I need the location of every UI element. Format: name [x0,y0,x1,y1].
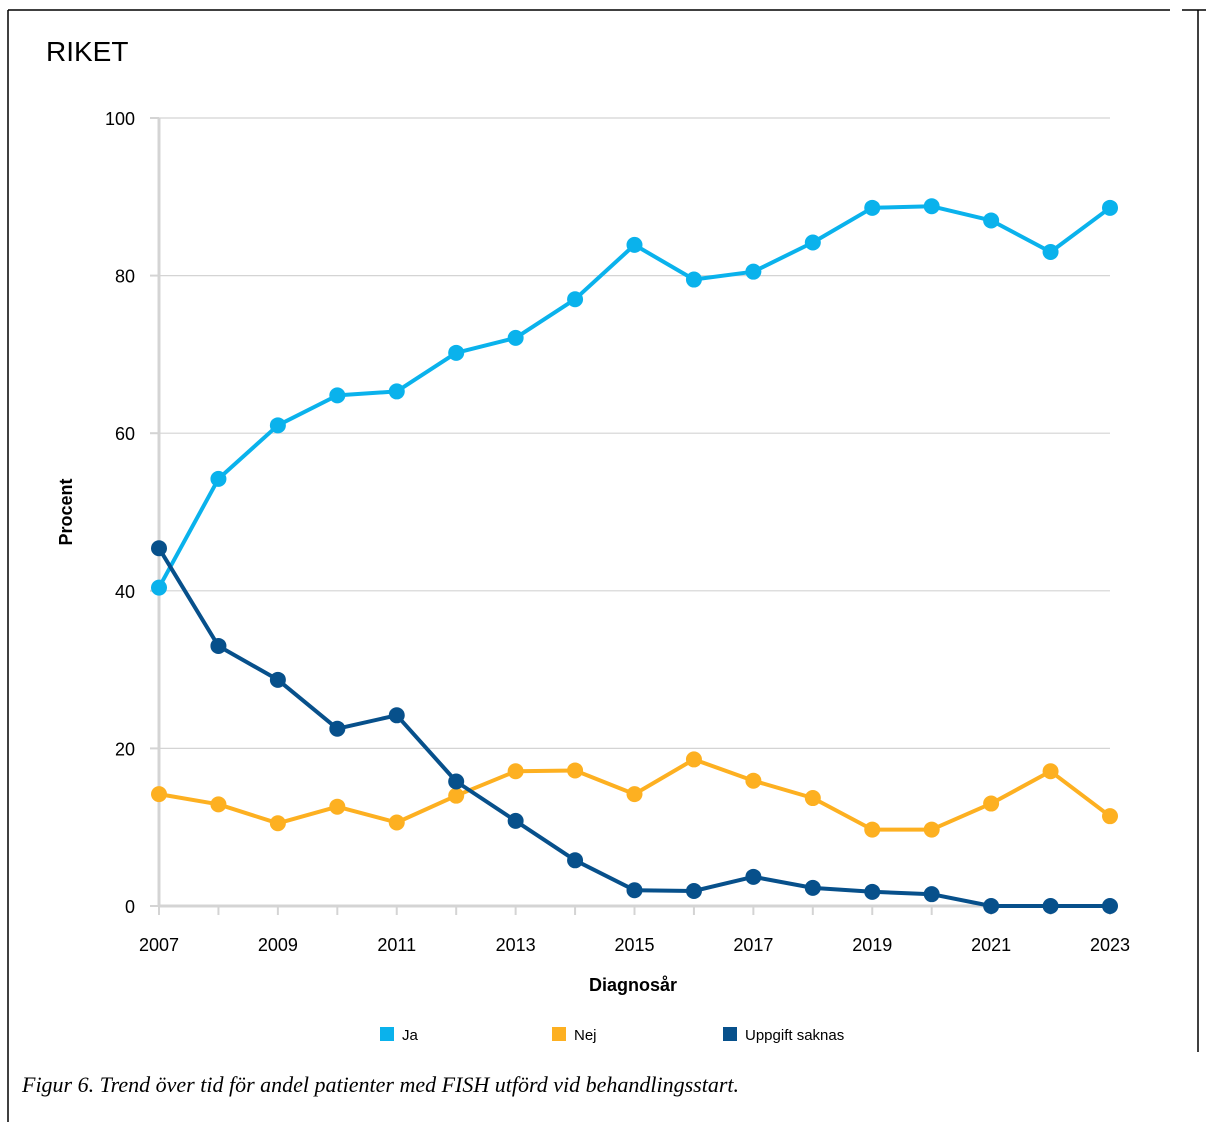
data-point-nej [685,751,702,768]
data-point-nej [329,798,346,815]
data-point-nej [151,786,167,803]
figure-caption: Figur 6. Trend över tid för andel patien… [21,1072,739,1097]
data-point-nej [745,772,762,789]
legend-swatch-uppgift-saknas [723,1027,737,1041]
x-tick-label: 2015 [614,935,654,955]
data-point-nej [507,763,524,780]
x-tick-label: 2019 [852,935,892,955]
data-point-uppgift-saknas [745,868,762,885]
data-point-ja [448,344,465,361]
x-tick-label: 2013 [496,935,536,955]
y-tick-label: 0 [125,897,135,917]
grid-lines [159,117,1110,750]
data-point-ja [151,579,167,596]
data-point-uppgift-saknas [151,540,167,557]
data-point-uppgift-saknas [388,707,405,724]
data-point-nej [210,796,227,813]
legend-label-nej: Nej [574,1027,597,1044]
legend-label-ja: Ja [402,1027,419,1044]
data-point-ja [210,470,227,487]
x-tick-label: 2009 [258,935,298,955]
legend-swatch-nej [552,1027,566,1041]
axes: 0 20 40 60 80 100 2007 2009 2011 2013 2015 2017 2019… [105,109,1130,955]
data-point-ja [269,417,286,434]
data-point-ja [804,234,821,251]
data-point-ja [388,383,405,400]
data-point-ja [329,387,346,404]
data-point-ja [567,291,584,308]
x-tick-label: 2017 [733,935,773,955]
legend-swatch-ja [380,1027,394,1041]
data-point-nej [923,821,940,838]
chart-title: RIKET [46,36,128,67]
data-point-ja [923,198,940,215]
y-tick-label: 60 [115,424,135,444]
legend-label-uppgift-saknas: Uppgift saknas [745,1027,844,1044]
data-point-uppgift-saknas [210,637,227,654]
data-point-uppgift-saknas [1102,898,1118,914]
x-tick-label: 2021 [971,935,1011,955]
data-point-nej [983,795,1000,812]
data-point-ja [983,212,1000,229]
data-point-uppgift-saknas [329,720,346,737]
data-point-uppgift-saknas [804,879,821,896]
x-axis-title: Diagnosår [589,975,677,995]
data-point-nej [448,787,465,804]
data-point-uppgift-saknas [1042,898,1059,914]
data-point-ja [626,236,643,253]
x-tick-label: 2023 [1090,935,1130,955]
data-point-nej [1042,763,1059,780]
data-point-uppgift-saknas [983,898,1000,914]
data-point-nej [626,786,643,803]
series-line-ja [157,204,1112,589]
data-point-uppgift-saknas [864,883,881,900]
data-point-ja [864,199,881,216]
x-tick-label: 2011 [377,935,416,955]
y-tick-label: 100 [105,109,135,129]
data-point-nej [269,815,286,832]
data-point-uppgift-saknas [685,883,702,900]
data-point-nej [388,814,405,831]
legend: Ja Nej Uppgift saknas [380,1027,844,1044]
x-tick-label: 2007 [139,935,179,955]
data-point-ja [1042,243,1059,260]
data-point-ja [685,271,702,288]
data-point-uppgift-saknas [923,886,940,903]
data-point-nej [567,762,584,779]
y-axis-title: Procent [56,478,76,545]
series-lines [151,198,1118,914]
series-line-uppgift-saknas [157,547,1110,908]
y-tick-label: 20 [115,739,135,759]
data-point-uppgift-saknas [626,882,643,899]
data-point-uppgift-saknas [269,671,286,688]
data-point-uppgift-saknas [507,812,524,829]
data-point-uppgift-saknas [448,773,465,790]
data-point-nej [1102,808,1118,825]
data-point-nej [804,790,821,807]
y-tick-label: 40 [115,582,135,602]
data-point-ja [745,263,762,280]
data-point-ja [1102,199,1118,216]
data-point-uppgift-saknas [567,852,584,869]
data-point-ja [507,329,524,346]
data-point-nej [864,821,881,838]
y-tick-label: 80 [115,267,135,287]
